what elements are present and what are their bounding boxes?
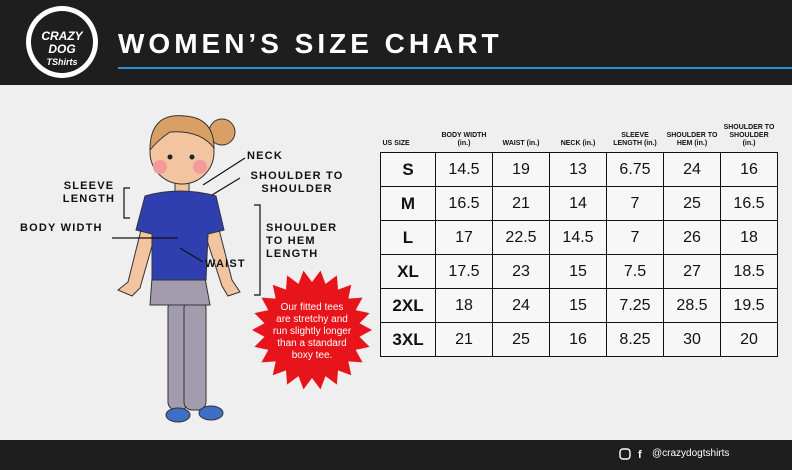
figure <box>117 115 241 423</box>
measure-cell: 18.5 <box>720 254 778 289</box>
measure-cell: 17 <box>435 220 493 255</box>
label-shoulder-to-shoulder: SHOULDER TO SHOULDER <box>250 170 344 195</box>
logo-text: CRAZY DOG <box>41 29 83 56</box>
table-row: L 17 22.5 14.5 7 26 18 <box>380 220 778 255</box>
measure-cell: 27 <box>663 254 721 289</box>
footer-handle: @crazydogtshirts <box>652 448 730 459</box>
measure-cell: 19 <box>492 152 550 187</box>
measure-cell: 14 <box>549 186 607 221</box>
label-body-width: BODY WIDTH <box>20 222 103 234</box>
measure-cell: 6.75 <box>606 152 664 187</box>
measure-cell: 16.5 <box>720 186 778 221</box>
label-sleeve-length: SLEEVE LENGTH <box>62 180 116 205</box>
label-shoulder-to-hem: SHOULDER TO HEM LENGTH <box>266 222 338 260</box>
measure-cell: 25 <box>492 322 550 357</box>
table-row: S 14.5 19 13 6.75 24 16 <box>380 152 778 187</box>
table-row: M 16.5 21 14 7 25 16.5 <box>380 186 778 221</box>
column-header: SHOULDER TO HEM (in.) <box>666 132 718 147</box>
logo-subtext: TShirts <box>46 57 78 67</box>
measure-cell: 18 <box>720 220 778 255</box>
measure-cell: 18 <box>435 288 493 323</box>
column-header: WAIST (in.) <box>502 140 540 147</box>
measure-cell: 24 <box>492 288 550 323</box>
measure-cell: 20 <box>720 322 778 357</box>
column-header: BODY WIDTH (in.) <box>441 132 487 147</box>
measure-cell: 14.5 <box>435 152 493 187</box>
measure-cell: 16 <box>720 152 778 187</box>
measure-cell: 7.5 <box>606 254 664 289</box>
measure-cell: 14.5 <box>549 220 607 255</box>
measure-cell: 17.5 <box>435 254 493 289</box>
measure-cell: 30 <box>663 322 721 357</box>
size-cell: XL <box>380 254 436 289</box>
measure-cell: 16 <box>549 322 607 357</box>
size-cell: 3XL <box>380 322 436 357</box>
instagram-icon <box>619 448 631 460</box>
measure-cell: 13 <box>549 152 607 187</box>
measure-cell: 26 <box>663 220 721 255</box>
measure-lines <box>112 157 261 296</box>
label-neck: NECK <box>247 150 283 162</box>
measure-cell: 24 <box>663 152 721 187</box>
measure-cell: 28.5 <box>663 288 721 323</box>
header-band <box>0 0 792 85</box>
measure-cell: 7 <box>606 186 664 221</box>
column-header: SHOULDER TO SHOULDER (in.) <box>723 124 775 147</box>
table-row: XL 17.5 23 15 7.5 27 18.5 <box>380 254 778 289</box>
measure-cell: 15 <box>549 254 607 289</box>
callout-text: Our fitted tees are stretchy and run sli… <box>272 302 352 361</box>
measure-cell: 19.5 <box>720 288 778 323</box>
header-rule <box>118 67 792 69</box>
measure-cell: 8.25 <box>606 322 664 357</box>
measure-cell: 16.5 <box>435 186 493 221</box>
size-table: US SIZE BODY WIDTH (in.) WAIST (in.) NECK (… <box>380 124 778 357</box>
measure-cell: 7.25 <box>606 288 664 323</box>
table-row: 2XL 18 24 15 7.25 28.5 19.5 <box>380 288 778 323</box>
measure-cell: 23 <box>492 254 550 289</box>
size-cell: 2XL <box>380 288 436 323</box>
facebook-icon: f <box>638 449 642 461</box>
measure-cell: 21 <box>435 322 493 357</box>
callout-burst <box>252 270 372 390</box>
logo-inner <box>31 11 93 73</box>
measure-cell: 22.5 <box>492 220 550 255</box>
measure-cell: 15 <box>549 288 607 323</box>
size-cell: L <box>380 220 436 255</box>
measure-cell: 21 <box>492 186 550 221</box>
size-cell: S <box>380 152 436 187</box>
title: WOMEN’S SIZE CHART <box>118 28 503 59</box>
footer-band <box>0 440 792 470</box>
column-header: SLEEVE LENGTH (in.) <box>613 132 657 147</box>
measure-cell: 25 <box>663 186 721 221</box>
label-waist: WAIST <box>205 258 246 270</box>
size-cell: M <box>380 186 436 221</box>
measure-cell: 7 <box>606 220 664 255</box>
column-header: US SIZE <box>382 140 410 147</box>
column-header: NECK (in.) <box>560 140 596 147</box>
table-row: 3XL 21 25 16 8.25 30 20 <box>380 322 778 357</box>
